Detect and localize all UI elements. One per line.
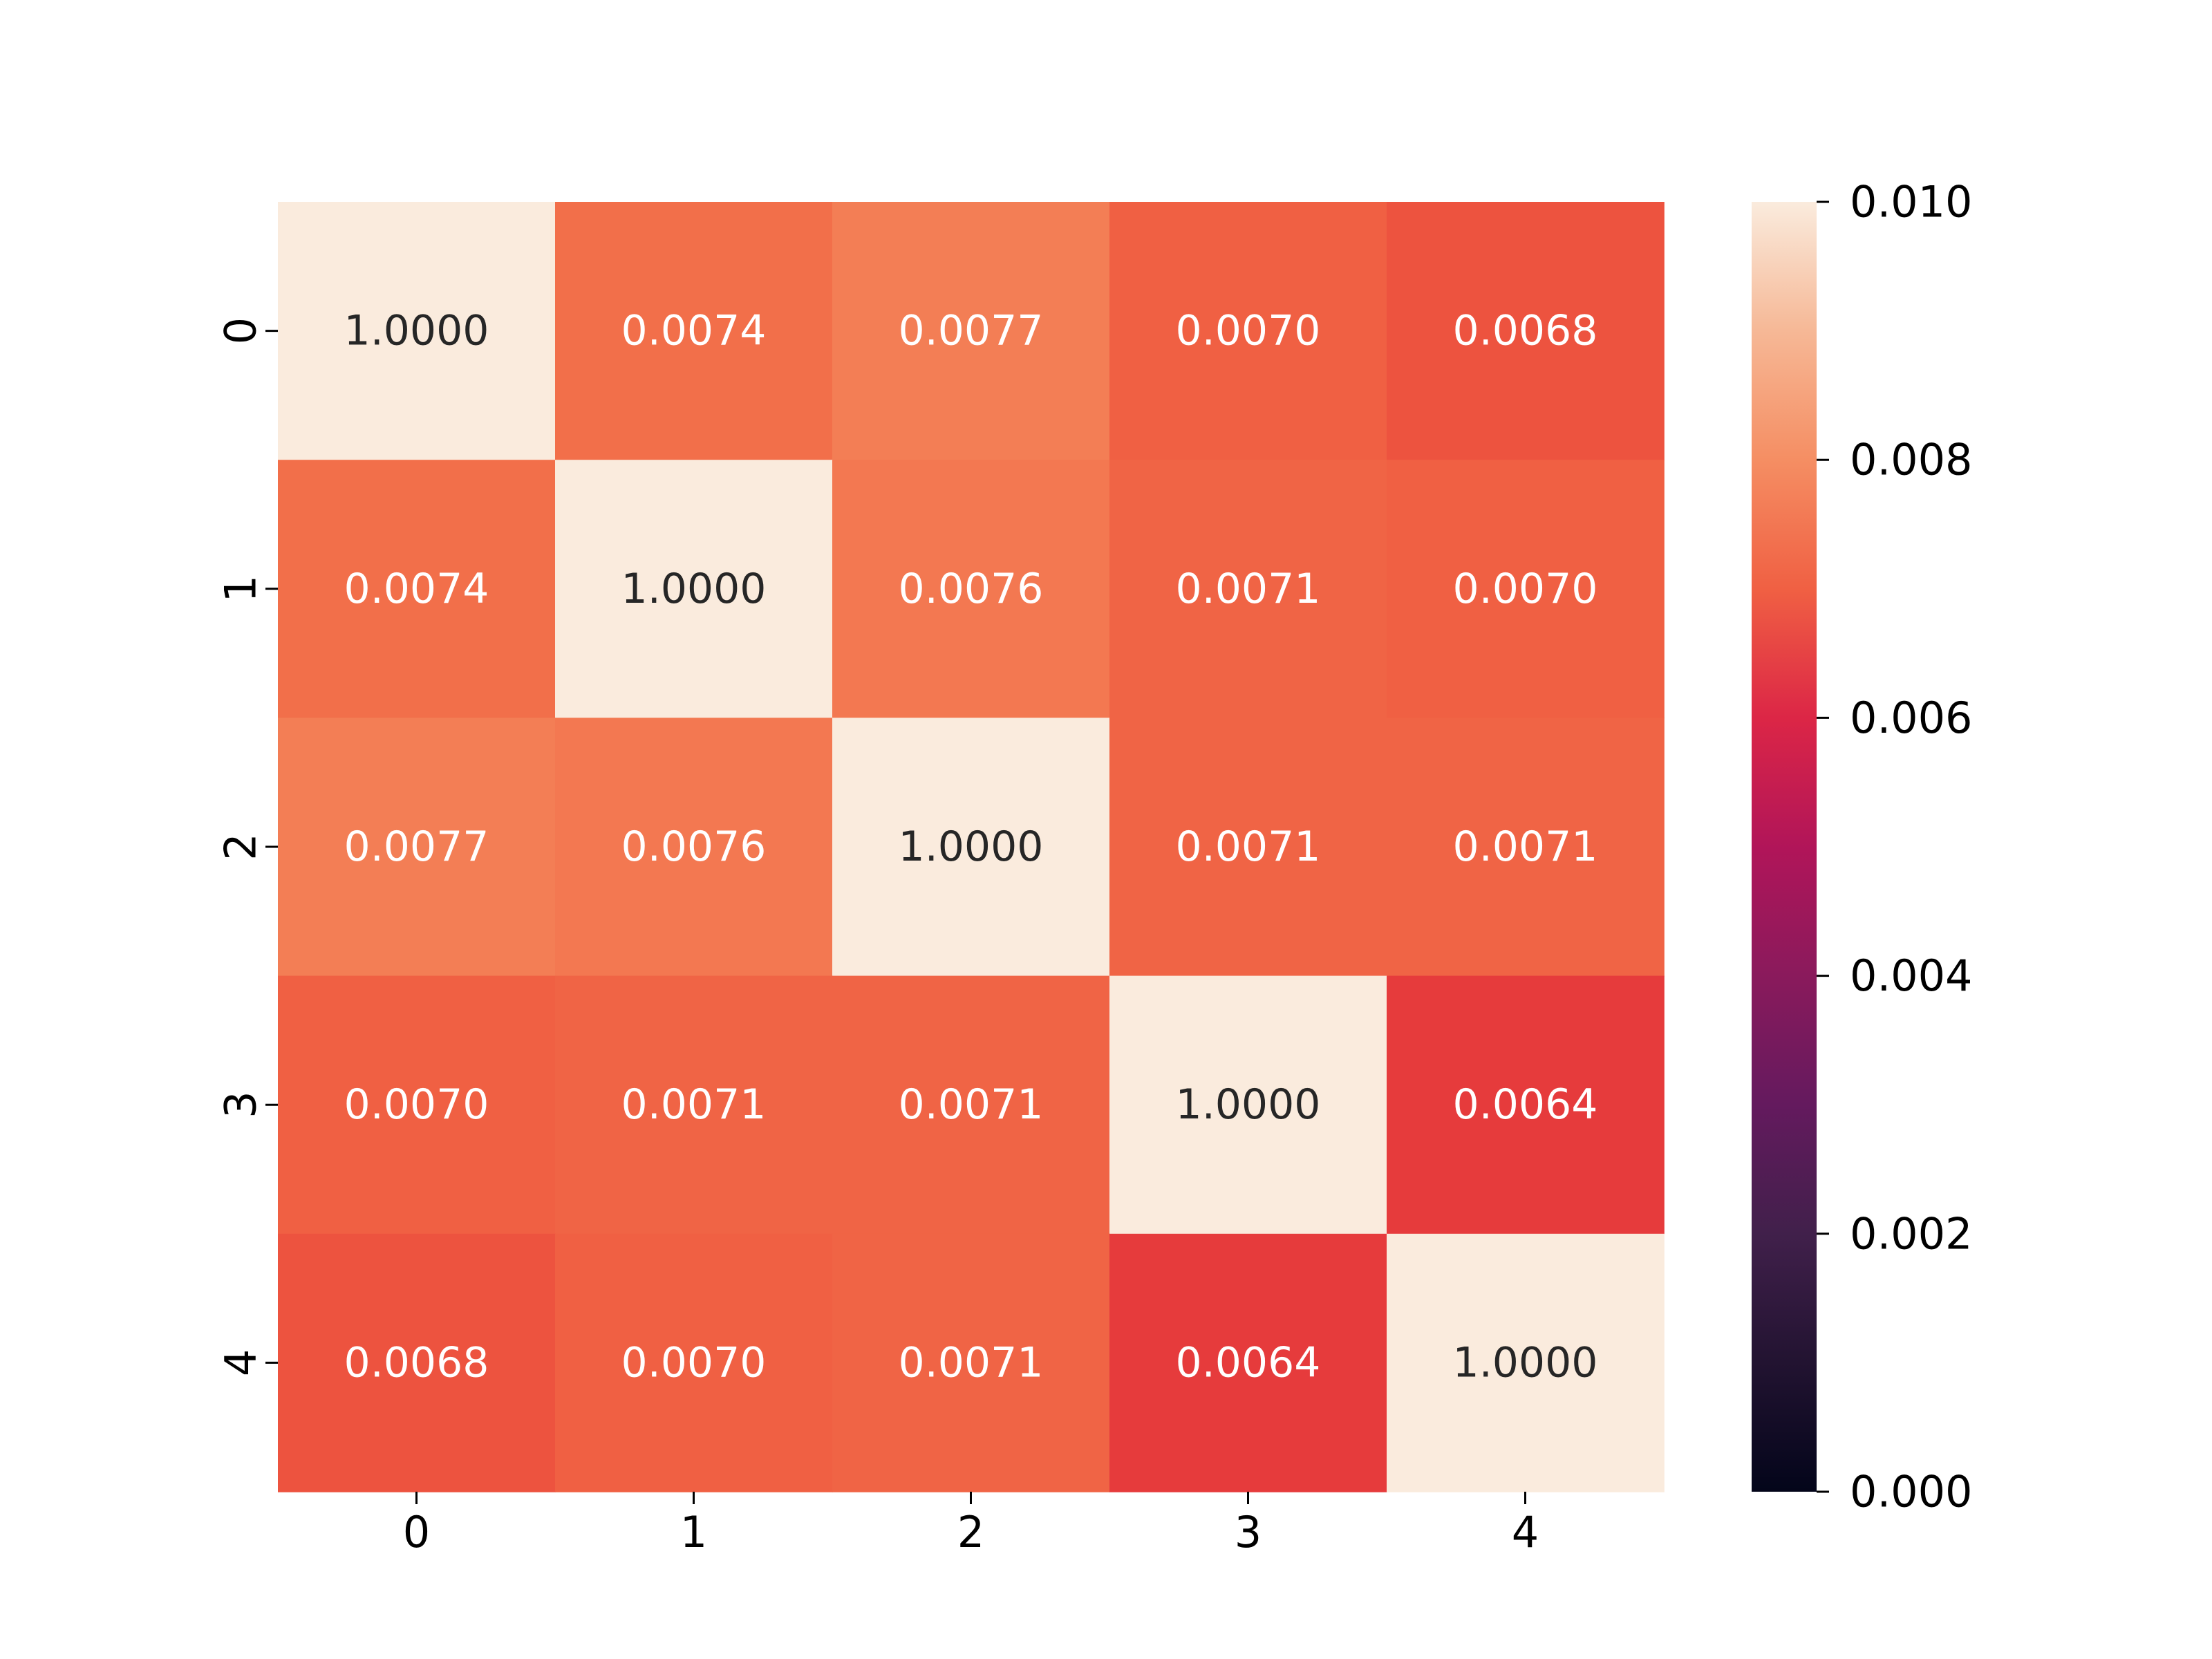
x-tick-label-4: 4: [1512, 1507, 1539, 1557]
heatmap-cell-1-1: [555, 460, 833, 719]
y-axis: 0 1 2 3 4: [216, 317, 278, 1376]
heatmap-cell-label-2-2: 1.0000: [899, 823, 1044, 871]
heatmap-cell-1-3: [1109, 460, 1387, 719]
heatmap-cell-label-0-4: 0.0068: [1453, 307, 1598, 355]
x-tick-label-2: 2: [957, 1507, 984, 1557]
heatmap-cell-3-3: [1109, 975, 1387, 1235]
heatmap-cell-label-1-4: 0.0070: [1453, 565, 1598, 613]
heatmap-cell-2-2: [832, 718, 1110, 977]
x-tick-label-3: 3: [1235, 1507, 1262, 1557]
x-axis: 0 1 2 3 4: [403, 1492, 1539, 1557]
heatmap-grid: 1.0000 0.0074 0.0077 0.0070 0.0068 0.0074 1.00…: [278, 202, 1665, 1492]
y-tick-label-4: 4: [216, 1349, 266, 1376]
colorbar-tick-label-1: 0.002: [1850, 1208, 1973, 1259]
heatmap-cell-label-2-1: 0.0076: [621, 823, 767, 871]
heatmap-cell-label-1-2: 0.0076: [899, 565, 1044, 613]
heatmap-cell-4-3: [1109, 1233, 1387, 1492]
heatmap-cell-1-4: [1387, 460, 1665, 719]
heatmap-cell-label-3-3: 1.0000: [1176, 1080, 1321, 1129]
colorbar-gradient: [1752, 202, 1817, 1492]
heatmap-cell-2-0: [278, 718, 556, 977]
heatmap-cell-0-3: [1109, 202, 1387, 460]
heatmap-cell-4-0: [278, 1233, 556, 1492]
heatmap-cell-label-4-3: 0.0064: [1176, 1338, 1321, 1387]
heatmap-cell-label-0-3: 0.0070: [1176, 307, 1321, 355]
heatmap-cell-0-2: [832, 202, 1110, 460]
heatmap-cell-3-4: [1387, 975, 1665, 1235]
heatmap-cell-label-3-1: 0.0071: [621, 1080, 767, 1129]
heatmap-cell-label-0-0: 1.0000: [344, 307, 489, 355]
colorbar-tick-label-5: 0.010: [1850, 177, 1973, 227]
x-tick-label-0: 0: [403, 1507, 430, 1557]
heatmap-cell-label-0-2: 0.0077: [899, 307, 1044, 355]
colorbar-tick-label-4: 0.008: [1850, 435, 1973, 485]
heatmap-cell-label-0-1: 0.0074: [621, 307, 767, 355]
heatmap-cell-0-4: [1387, 202, 1665, 460]
y-tick-label-0: 0: [216, 317, 266, 344]
colorbar-tick-label-3: 0.006: [1850, 693, 1973, 743]
heatmap-cell-2-1: [555, 718, 833, 977]
heatmap-cell-label-4-2: 0.0071: [899, 1338, 1044, 1387]
colorbar: 0.000 0.002 0.004 0.006 0.008 0.010: [1752, 177, 1973, 1517]
heatmap-cell-4-1: [555, 1233, 833, 1492]
heatmap-cell-label-3-0: 0.0070: [344, 1080, 489, 1129]
x-tick-label-1: 1: [680, 1507, 707, 1557]
y-tick-label-3: 3: [216, 1091, 266, 1118]
heatmap-cell-4-4: [1387, 1233, 1665, 1492]
colorbar-tick-label-0: 0.000: [1850, 1467, 1973, 1517]
heatmap-cell-3-0: [278, 975, 556, 1235]
heatmap-cell-1-2: [832, 460, 1110, 719]
heatmap-cell-4-2: [832, 1233, 1110, 1492]
heatmap-cell-label-2-0: 0.0077: [344, 823, 489, 871]
heatmap-cell-3-1: [555, 975, 833, 1235]
heatmap-cell-2-4: [1387, 718, 1665, 977]
heatmap-cell-label-3-4: 0.0064: [1453, 1080, 1598, 1129]
heatmap-cell-label-1-3: 0.0071: [1176, 565, 1321, 613]
heatmap-cell-label-2-3: 0.0071: [1176, 823, 1321, 871]
heatmap-cell-0-0: [278, 202, 556, 460]
heatmap-cell-label-3-2: 0.0071: [899, 1080, 1044, 1129]
y-tick-label-2: 2: [216, 833, 266, 860]
heatmap-cell-2-3: [1109, 718, 1387, 977]
y-tick-label-1: 1: [216, 575, 266, 602]
heatmap-cell-3-2: [832, 975, 1110, 1235]
heatmap-cell-1-0: [278, 460, 556, 719]
heatmap-cell-label-4-1: 0.0070: [621, 1338, 767, 1387]
heatmap-cell-label-4-0: 0.0068: [344, 1338, 489, 1387]
heatmap-cell-label-1-1: 1.0000: [621, 565, 767, 613]
heatmap-cell-label-2-4: 0.0071: [1453, 823, 1598, 871]
heatmap-cell-0-1: [555, 202, 833, 460]
heatmap-cell-label-4-4: 1.0000: [1453, 1338, 1598, 1387]
heatmap-cell-label-1-0: 0.0074: [344, 565, 489, 613]
colorbar-tick-label-2: 0.004: [1850, 950, 1973, 1001]
